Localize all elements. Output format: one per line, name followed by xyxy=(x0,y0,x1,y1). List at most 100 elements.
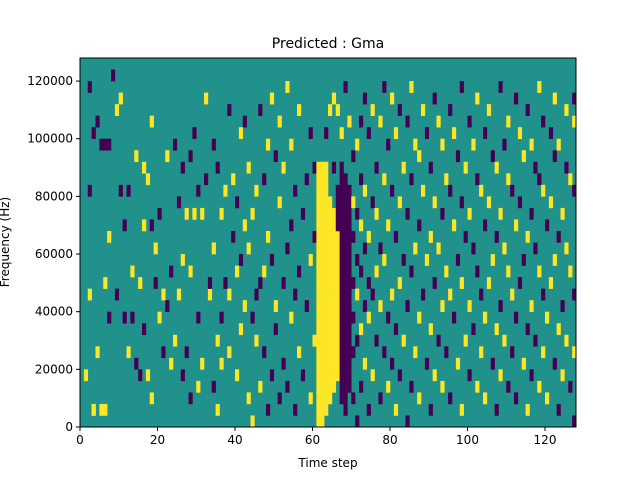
heatmap-cell xyxy=(498,300,503,312)
heatmap-cell xyxy=(285,242,290,255)
heatmap-cell xyxy=(390,184,395,197)
heatmap-cell xyxy=(421,288,426,301)
heatmap-cell xyxy=(510,346,515,359)
heatmap-cell xyxy=(324,288,329,301)
heatmap-cell xyxy=(138,369,143,382)
heatmap-cell xyxy=(246,161,251,174)
heatmap-cell xyxy=(343,196,348,209)
heatmap-cell xyxy=(328,207,333,220)
heatmap-cell xyxy=(331,277,337,289)
heatmap-cell xyxy=(378,392,383,405)
heatmap-cell xyxy=(320,219,325,232)
heatmap-cell xyxy=(320,242,325,255)
heatmap-cell xyxy=(359,323,364,336)
heatmap-cell xyxy=(235,196,240,209)
heatmap-cell xyxy=(335,369,340,382)
heatmap-cell xyxy=(331,311,337,324)
heatmap-cell xyxy=(285,380,290,393)
heatmap-cell xyxy=(320,369,325,382)
heatmap-cell xyxy=(343,346,348,359)
heatmap-cell xyxy=(165,150,170,163)
heatmap-cell xyxy=(316,265,321,278)
heatmap-cell xyxy=(401,334,406,347)
heatmap-cell xyxy=(514,219,519,232)
heatmap-cell xyxy=(331,92,337,105)
heatmap-cell xyxy=(316,392,321,405)
heatmap-cell xyxy=(324,161,329,174)
heatmap-cell xyxy=(479,346,484,359)
heatmap-cell xyxy=(347,115,352,128)
heatmap-cell xyxy=(537,81,542,93)
heatmap-cell xyxy=(506,173,511,186)
heatmap-cell xyxy=(370,369,375,382)
heatmap-cell xyxy=(316,184,321,197)
heatmap-cell xyxy=(347,219,352,232)
heatmap-cell xyxy=(335,184,340,197)
heatmap-cell xyxy=(316,288,321,301)
heatmap-cell xyxy=(424,127,430,140)
heatmap-cell xyxy=(103,138,108,151)
heatmap-cell xyxy=(386,311,391,324)
heatmap-cell xyxy=(320,300,325,312)
heatmap-cell xyxy=(452,311,457,324)
heatmap-cell xyxy=(262,265,267,278)
heatmap-cell xyxy=(335,323,340,336)
heatmap-cell xyxy=(378,242,383,255)
heatmap-cell xyxy=(149,115,154,128)
heatmap-cell xyxy=(517,196,523,209)
heatmap-cell xyxy=(355,138,360,151)
heatmap-cell xyxy=(490,357,495,370)
heatmap-cell xyxy=(308,127,313,140)
heatmap-cell xyxy=(312,161,317,174)
heatmap-cell xyxy=(490,254,495,266)
heatmap-cell xyxy=(459,403,464,416)
heatmap-cell xyxy=(479,288,484,301)
heatmap-cell xyxy=(564,161,569,174)
heatmap-cell xyxy=(300,369,306,382)
heatmap-cell xyxy=(231,173,236,186)
heatmap-cell xyxy=(417,311,422,324)
heatmap-cell xyxy=(335,265,340,278)
heatmap-cell xyxy=(215,334,220,347)
heatmap-cell xyxy=(300,207,306,220)
heatmap-cell xyxy=(339,346,344,359)
heatmap-cell xyxy=(568,173,573,186)
heatmap-cell xyxy=(502,334,507,347)
heatmap-cell xyxy=(382,81,387,93)
heatmap-cell xyxy=(455,150,461,163)
heatmap-cell xyxy=(320,207,325,220)
heatmap-cell xyxy=(343,357,348,370)
heatmap-cell xyxy=(529,369,534,382)
heatmap-cell xyxy=(351,277,356,289)
heatmap-cell xyxy=(347,196,352,209)
heatmap-cell xyxy=(316,403,321,416)
heatmap-cell xyxy=(258,277,263,289)
heatmap-cell xyxy=(254,334,259,347)
heatmap-cell xyxy=(328,265,333,278)
heatmap-cell xyxy=(440,207,445,220)
heatmap-cell xyxy=(548,277,554,289)
heatmap-cell xyxy=(347,254,352,266)
heatmap-cell xyxy=(359,173,364,186)
heatmap-cell xyxy=(316,207,321,220)
heatmap-cell xyxy=(126,184,131,197)
heatmap-cell xyxy=(421,104,426,116)
heatmap-cell xyxy=(99,138,104,151)
heatmap-cell xyxy=(316,242,321,255)
heatmap-cell xyxy=(378,115,383,128)
heatmap-cell xyxy=(343,265,348,278)
heatmap-cell xyxy=(397,104,402,116)
heatmap-cell xyxy=(118,184,123,197)
heatmap-cell xyxy=(235,265,240,278)
y-tick-label: 60000 xyxy=(35,247,73,261)
heatmap-cell xyxy=(463,161,468,174)
heatmap-cell xyxy=(134,150,139,163)
heatmap-cell xyxy=(320,230,325,243)
heatmap-cell xyxy=(320,184,325,197)
heatmap-cell xyxy=(455,254,461,266)
heatmap-cell xyxy=(219,207,224,220)
heatmap-cell xyxy=(297,104,302,116)
heatmap-cell xyxy=(316,415,321,428)
heatmap-cell xyxy=(347,346,352,359)
heatmap-cell xyxy=(200,207,205,220)
